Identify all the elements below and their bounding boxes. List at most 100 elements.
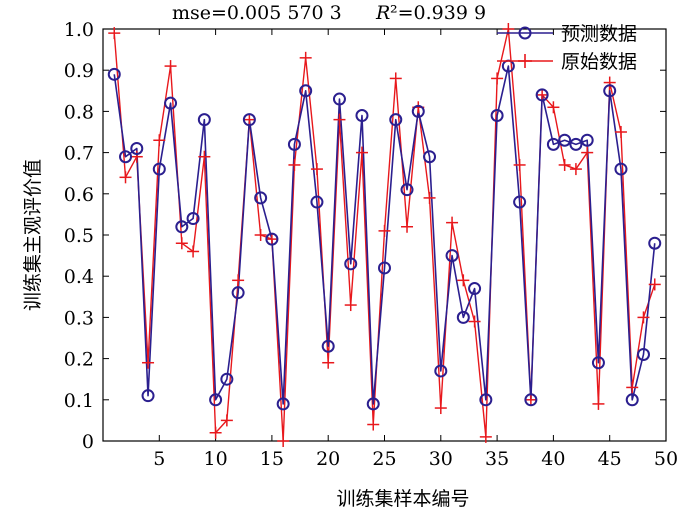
legend: 预测数据 原始数据	[497, 23, 637, 73]
legend-label-predicted: 预测数据	[561, 23, 637, 45]
original-point	[367, 418, 380, 431]
legend-label-original: 原始数据	[561, 51, 637, 73]
original-point	[378, 224, 391, 237]
predicted-point	[141, 389, 155, 403]
original-point	[468, 315, 481, 328]
x-tick-label: 25	[372, 448, 396, 470]
x-tick-label: 15	[260, 448, 284, 470]
original-point	[401, 220, 414, 233]
x-tick-label: 40	[541, 448, 565, 470]
original-point	[130, 150, 143, 163]
original-point	[344, 299, 357, 312]
predicted-point	[569, 137, 583, 151]
original-point	[322, 356, 335, 369]
y-tick-label: 0.6	[64, 184, 94, 206]
original-point	[119, 171, 132, 184]
x-tick-label: 5	[153, 448, 165, 470]
predicted-point	[445, 249, 459, 263]
predicted-point	[366, 397, 380, 411]
predicted-point	[378, 261, 391, 275]
original-point	[524, 393, 537, 406]
original-point	[209, 426, 222, 439]
y-tick-label: 0.7	[64, 143, 94, 165]
original-point	[547, 101, 560, 114]
predicted-point	[546, 137, 560, 151]
original-point	[648, 278, 661, 291]
original-point	[446, 216, 459, 229]
predicted-point	[254, 191, 268, 205]
predicted-point	[648, 236, 662, 250]
predicted-point	[513, 195, 527, 209]
original-point	[187, 245, 200, 258]
predicted-point	[400, 183, 414, 197]
predicted-point	[265, 232, 279, 246]
original-point	[175, 237, 188, 250]
predicted-point	[434, 364, 448, 378]
y-tick-label: 1.0	[64, 19, 94, 41]
y-tick-label: 0.4	[64, 266, 94, 288]
axis-ticks: 5 10 15 20 25 30 35 40 45 50 0 0.1 0.2 0.3 0.4 0.5 0.6 0.…	[64, 19, 678, 470]
predicted-point	[591, 356, 605, 370]
original-point	[614, 126, 627, 138]
x-tick-label: 35	[485, 448, 509, 470]
predicted-point	[332, 92, 346, 106]
x-tick-label: 20	[316, 448, 340, 470]
predicted-point	[423, 150, 437, 164]
predicted-point	[535, 88, 549, 102]
predicted-point	[107, 67, 121, 81]
predicted-point	[175, 220, 189, 234]
original-point	[626, 381, 639, 394]
y-tick-label: 0.5	[64, 225, 94, 247]
original-point	[603, 76, 616, 89]
x-tick-label: 10	[204, 448, 228, 470]
original-point	[288, 158, 301, 171]
predicted-point	[468, 282, 482, 296]
predicted-point	[130, 141, 144, 155]
predicted-series-line	[113, 65, 656, 405]
predicted-point	[220, 372, 234, 386]
original-point	[434, 402, 447, 415]
original-point	[108, 27, 121, 40]
predicted-point	[197, 113, 211, 127]
original-point	[355, 146, 368, 159]
original-point	[536, 88, 549, 101]
original-point	[333, 113, 346, 126]
predicted-point	[456, 310, 470, 324]
predicted-point	[242, 113, 256, 127]
predicted-point	[524, 393, 538, 407]
original-point	[153, 134, 166, 147]
predicted-point	[276, 397, 290, 411]
predicted-point	[321, 339, 335, 353]
predicted-point	[614, 162, 628, 176]
y-tick-label: 0.3	[64, 307, 94, 329]
predicted-point	[310, 195, 324, 209]
legend-marker-predicted	[518, 26, 532, 40]
original-point	[243, 113, 256, 126]
original-point	[198, 150, 211, 163]
predicted-point	[287, 137, 301, 151]
original-point	[592, 397, 605, 410]
predicted-point	[164, 96, 178, 110]
predicted-point	[558, 133, 572, 147]
predicted-point	[209, 393, 223, 407]
original-point	[513, 158, 526, 171]
original-point	[569, 163, 582, 176]
original-point	[299, 51, 312, 64]
original-point	[457, 274, 470, 287]
y-tick-label: 0.9	[64, 60, 94, 82]
y-tick-label: 0	[82, 431, 94, 453]
original-point	[423, 191, 436, 204]
predicted-point	[479, 393, 493, 407]
original-point	[232, 274, 245, 287]
series-markers	[107, 23, 662, 447]
predicted-point	[490, 109, 504, 123]
predicted-point	[231, 286, 245, 300]
original-point	[479, 430, 492, 443]
predicted-point	[389, 113, 403, 127]
x-tick-label: 30	[429, 448, 453, 470]
predicted-point	[603, 84, 617, 98]
x-tick-label: 45	[598, 448, 622, 470]
predicted-point	[119, 150, 133, 164]
original-point	[164, 60, 177, 73]
x-axis-label: 训练集样本编号	[336, 488, 469, 510]
